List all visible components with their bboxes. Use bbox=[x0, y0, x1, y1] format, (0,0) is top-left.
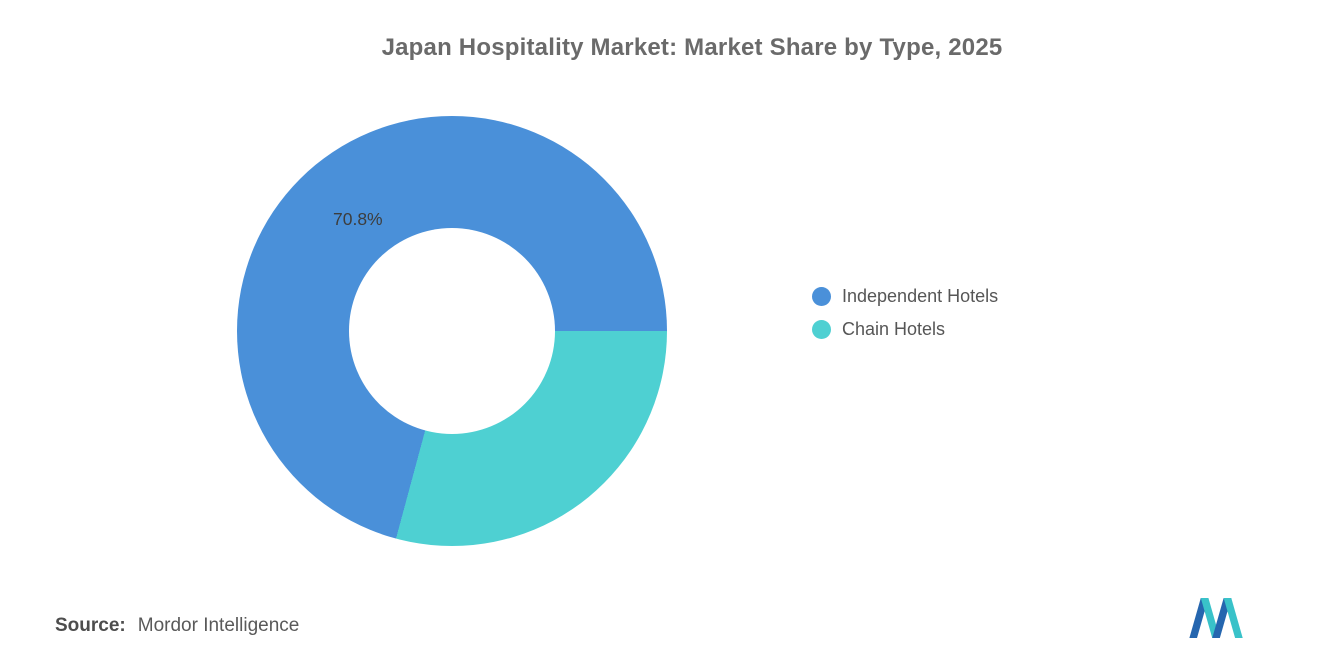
slice-data-label-independent-hotels: 70.8% bbox=[333, 209, 383, 229]
legend-label-chain-hotels: Chain Hotels bbox=[842, 318, 946, 339]
source-text: Mordor Intelligence bbox=[137, 615, 300, 636]
logo-stroke-2 bbox=[1200, 598, 1220, 638]
legend-label-independent-hotels: Independent Hotels bbox=[842, 285, 999, 306]
donut-hole bbox=[349, 228, 555, 434]
legend-item-independent-hotels[interactable]: Independent Hotels bbox=[812, 286, 998, 306]
chart-title: Japan Hospitality Market: Market Share b… bbox=[381, 34, 1003, 61]
logo-stroke-3 bbox=[1212, 598, 1232, 638]
donut-chart-area: 70.8% bbox=[237, 116, 667, 546]
legend-marker-icon bbox=[812, 286, 831, 306]
source-attribution: Source: Mordor Intelligence bbox=[55, 615, 299, 637]
legend-marker-icon bbox=[812, 319, 831, 339]
legend-item-chain-hotels[interactable]: Chain Hotels bbox=[812, 319, 998, 339]
legend: Independent Hotels Chain Hotels bbox=[812, 286, 998, 352]
logo-stroke-4 bbox=[1223, 598, 1243, 638]
mordor-intelligence-logo bbox=[1189, 598, 1243, 638]
source-label: Source: bbox=[55, 615, 126, 636]
